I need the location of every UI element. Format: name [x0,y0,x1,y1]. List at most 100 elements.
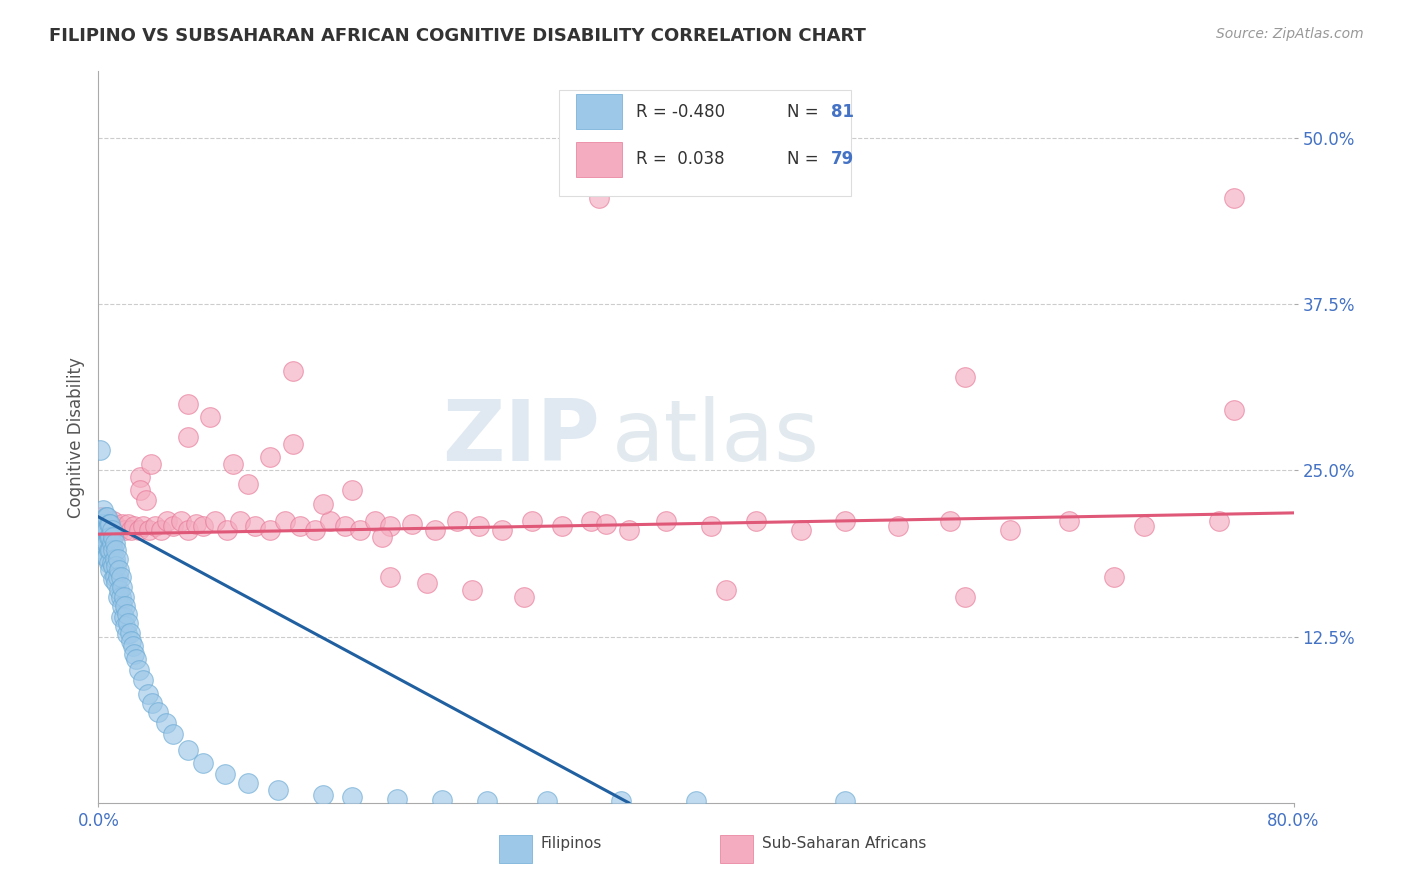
Text: ZIP: ZIP [443,395,600,479]
Point [1133,519,1156,533]
Point [105,559,128,574]
Point [204,514,226,528]
Point [98,523,122,537]
FancyBboxPatch shape [499,835,533,863]
Point [520,514,543,528]
Point [191,756,214,770]
Point [132,519,155,533]
Point [98,530,122,544]
Point [89,443,111,458]
Point [97,516,120,531]
Text: R =  0.038: R = 0.038 [637,150,725,168]
Point [468,519,491,533]
Point [114,619,136,633]
Point [96,519,118,533]
Point [98,516,122,531]
Point [581,514,603,528]
Point [274,514,297,528]
Point [124,519,146,533]
Text: Sub-Saharan Africans: Sub-Saharan Africans [762,836,927,851]
Point [685,795,707,809]
Point [259,450,281,464]
Point [177,523,200,537]
Text: N =: N = [787,150,824,168]
Point [610,795,633,809]
FancyBboxPatch shape [558,90,852,195]
Point [136,687,159,701]
Point [214,766,236,780]
Point [135,492,157,507]
Point [245,519,267,533]
Point [104,552,127,566]
Point [107,570,129,584]
Point [378,570,401,584]
Point [311,497,333,511]
Point [714,582,737,597]
Point [103,573,125,587]
Point [93,516,115,531]
Point [94,536,117,550]
Point [886,519,908,533]
Point [139,457,162,471]
Point [97,543,120,558]
Point [104,570,127,584]
Point [1208,514,1230,528]
Point [94,549,117,564]
Point [103,559,125,574]
Point [342,483,364,498]
Point [789,523,811,537]
Point [98,543,122,558]
Point [141,696,163,710]
Point [385,792,409,806]
Point [222,457,245,471]
Text: 79: 79 [831,150,855,168]
Point [416,576,439,591]
Point [150,523,173,537]
Point [378,519,401,533]
Point [311,788,333,802]
Text: atlas: atlas [613,395,820,479]
Point [108,582,131,597]
FancyBboxPatch shape [576,142,621,177]
Point [96,509,118,524]
Point [115,607,138,621]
Point [342,790,364,805]
Point [1223,191,1246,205]
Point [162,726,184,740]
Point [129,470,152,484]
Point [349,523,371,537]
Point [94,523,117,537]
Point [333,519,356,533]
Point [156,514,179,528]
Point [120,633,142,648]
Point [104,536,127,550]
Point [177,430,200,444]
Point [105,543,128,558]
Point [430,793,453,807]
Point [491,523,513,537]
Point [184,516,207,531]
Point [191,519,214,533]
Point [96,549,118,564]
Point [177,742,200,756]
Text: 81: 81 [831,103,853,120]
Point [304,523,326,537]
Point [1059,514,1081,528]
Point [101,536,124,550]
Point [107,590,129,604]
Point [162,519,184,533]
Point [700,519,723,533]
Point [461,582,484,597]
Point [107,552,129,566]
Point [91,536,114,550]
Point [1223,403,1246,417]
Point [117,616,139,631]
Point [939,514,962,528]
Point [98,563,122,577]
Point [103,530,125,544]
Point [200,410,222,425]
Point [446,514,468,528]
Point [401,516,423,531]
Point [97,530,120,544]
Text: R = -0.480: R = -0.480 [637,103,725,120]
